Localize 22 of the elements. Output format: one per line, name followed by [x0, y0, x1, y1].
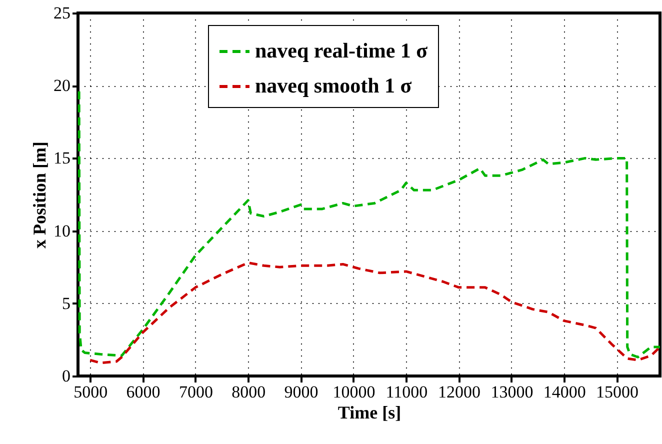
x-tick-label: 8000: [232, 382, 266, 402]
y-tick-label: 5: [62, 294, 70, 313]
y-tick-label: 20: [54, 76, 70, 96]
legend-label: naveq real-time 1 σ: [255, 38, 428, 62]
x-tick-label: 6000: [126, 382, 160, 402]
legend-label: naveq smooth 1 σ: [255, 74, 412, 98]
x-tick-label: 5000: [74, 382, 108, 402]
x-tick-label: 13000: [490, 382, 534, 402]
x-tick-label: 7000: [178, 382, 213, 402]
x-tick-label: 14000: [543, 382, 586, 402]
y-tick-label: 0: [62, 366, 70, 386]
y-axis-title: x Position [m]: [30, 142, 50, 248]
y-tick-label: 25: [54, 4, 70, 22]
y-tick-label: 15: [54, 148, 70, 168]
x-axis-title: Time [s]: [338, 402, 402, 422]
x-tick-label: 12000: [438, 382, 481, 402]
line-series: [88, 261, 662, 364]
x-tick-label: 11000: [386, 382, 428, 402]
x-tick-label: 9000: [284, 382, 318, 402]
y-tick-label: 10: [54, 221, 70, 240]
x-tick-label: 10000: [332, 382, 376, 402]
x-tick-label: 15000: [596, 382, 639, 402]
